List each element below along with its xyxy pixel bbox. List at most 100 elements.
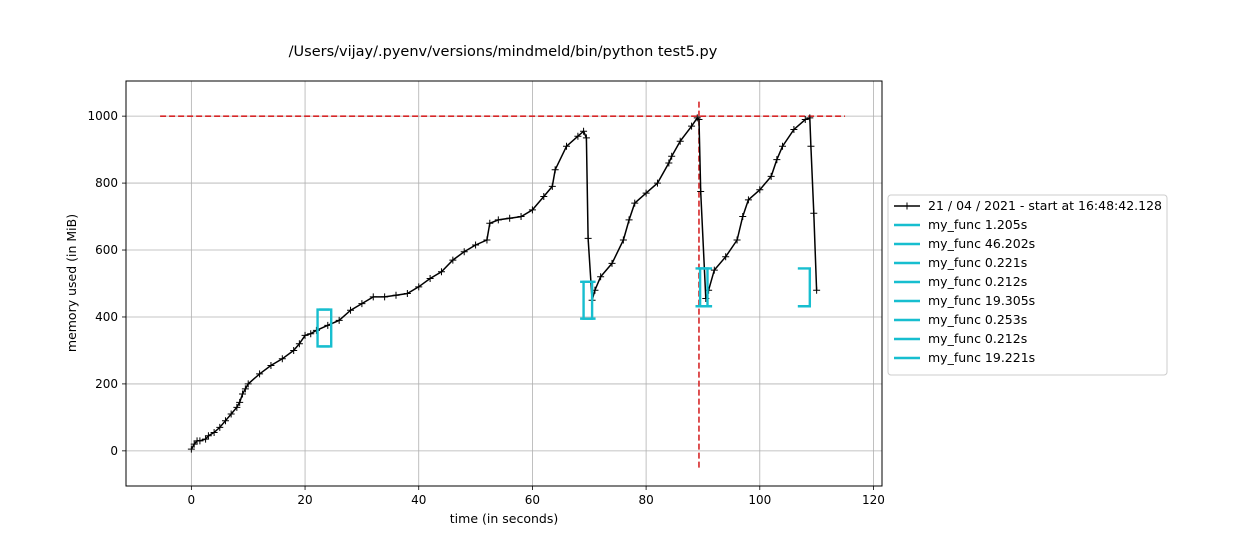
memory-point [472,241,480,249]
legend: 21 / 04 / 2021 - start at 16:48:42.128 my… [887,194,1168,376]
legend-label-function: my_func 1.205s [928,217,1027,232]
memory-point [744,196,752,204]
memory-point [597,273,605,281]
x-tick-label: 100 [748,493,771,507]
memory-series [187,114,821,453]
memory-point [506,214,514,222]
memory-point [347,306,355,314]
memory-point [584,234,592,242]
memory-point [810,209,818,217]
memory-point [676,137,684,145]
memory-point [551,166,559,174]
memory-point [335,316,343,324]
memory-point [216,423,224,431]
memory-point [267,362,275,370]
memory-point [625,216,633,224]
memory-point [619,236,627,244]
memory-point [697,187,705,195]
reference-lines [160,99,846,468]
memory-point [290,346,298,354]
legend-label-function: my_func 19.305s [928,293,1035,308]
memory-point [449,256,457,264]
memory-point [688,122,696,130]
legend-label-function: my_func 0.221s [928,255,1027,270]
x-tick-label: 80 [638,493,653,507]
x-tick-label: 60 [525,493,540,507]
memory-point [563,142,571,150]
memory-point [202,435,210,443]
x-tick-label: 120 [862,493,885,507]
y-tick-label: 200 [95,377,118,391]
y-tick-label: 400 [95,310,118,324]
memory-point [739,213,747,221]
memory-point [415,283,423,291]
memory-point [582,134,590,142]
grid-lines [126,81,882,486]
y-axis-label: memory used (in MiB) [64,214,79,352]
memory-point [710,266,718,274]
memory-point [580,127,588,135]
memory-point [773,156,781,164]
memory-point [756,186,764,194]
memory-point [722,253,730,261]
legend-label-function: my_func 19.221s [928,350,1035,365]
legend-label-function: my_func 0.253s [928,312,1027,327]
y-tick-label: 1000 [87,109,118,123]
y-tick-label: 0 [110,444,118,458]
memory-point [244,380,252,388]
memory-point [204,432,212,440]
legend-swatch-marker [903,202,911,210]
memory-point [693,114,701,122]
memory-point [278,355,286,363]
memory-line [190,116,818,450]
memory-point [403,290,411,298]
memory-point [574,132,582,140]
legend-label-function: my_func 46.202s [928,236,1035,251]
function-bracket [695,267,709,308]
memory-point [256,370,264,378]
memory-point [668,152,676,160]
memory-point [540,192,548,200]
memory-point [190,440,198,448]
memory-point [665,159,673,167]
memory-point [695,115,703,123]
memory-point [517,213,525,221]
memory-point [813,286,821,294]
memory-point [801,115,809,123]
memory-point [295,340,303,348]
x-tick-label: 20 [297,493,312,507]
memory-point [210,428,218,436]
memory-point [358,300,366,308]
memory-point [301,331,309,339]
x-tick-label: 40 [411,493,426,507]
memory-point [494,216,502,224]
memory-point [187,445,195,453]
plot-frame [125,80,883,487]
memory-point [608,259,616,267]
memory-point [779,142,787,150]
legend-label-function: my_func 0.212s [928,274,1027,289]
memory-point [483,236,491,244]
axis-ticks: 0 20 40 60 80 100 120 0 200 400 600 800 1000 [87,109,884,507]
memory-point [767,172,775,180]
memory-point [642,189,650,197]
memory-point [548,182,556,190]
memory-point [221,417,229,425]
memory-point [807,142,815,150]
memory-point [369,293,377,301]
memory-point [460,248,468,256]
memory-point [486,219,494,227]
legend-label-function: my_func 0.212s [928,331,1027,346]
memory-point [227,410,235,418]
memory-point [307,330,315,338]
memory-point [196,437,204,445]
function-bracket [319,308,333,348]
memory-point [241,385,249,393]
legend-box [887,194,1168,376]
x-tick-label: 0 [188,493,196,507]
memory-point [528,206,536,214]
memory-point [239,390,247,398]
memory-point [790,126,798,134]
memory-point [426,274,434,282]
memory-point [392,291,400,299]
